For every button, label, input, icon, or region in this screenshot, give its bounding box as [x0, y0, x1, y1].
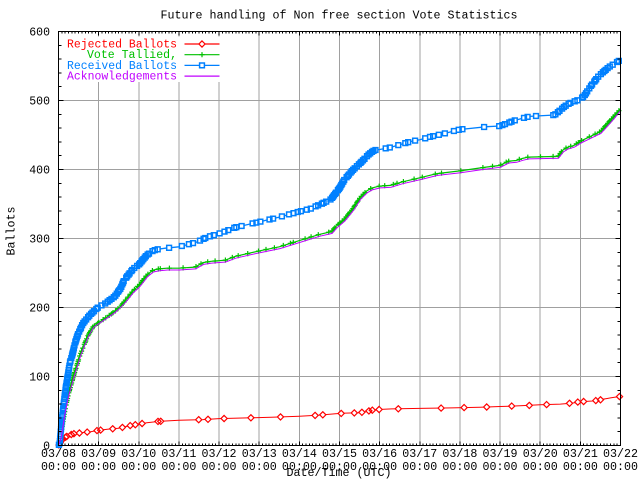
- svg-text:03/09: 03/09: [81, 448, 116, 461]
- svg-text:03/17: 03/17: [402, 448, 437, 461]
- svg-text:300: 300: [29, 234, 50, 247]
- svg-text:00:00: 00:00: [402, 461, 437, 474]
- svg-text:00:00: 00:00: [81, 461, 116, 474]
- svg-text:00:00: 00:00: [563, 461, 598, 474]
- svg-text:Ballots: Ballots: [6, 207, 19, 256]
- svg-text:03/11: 03/11: [161, 448, 196, 461]
- svg-text:00:00: 00:00: [483, 461, 518, 474]
- svg-text:Future handling of Non free se: Future handling of Non free section Vote…: [161, 10, 518, 23]
- svg-text:Received Ballots: Received Ballots: [67, 60, 177, 73]
- svg-text:00:00: 00:00: [41, 461, 76, 474]
- svg-text:00:00: 00:00: [121, 461, 156, 474]
- svg-text:03/14: 03/14: [282, 448, 317, 461]
- svg-text:03/18: 03/18: [442, 448, 477, 461]
- svg-text:03/13: 03/13: [242, 448, 277, 461]
- svg-text:03/20: 03/20: [523, 448, 558, 461]
- svg-text:00:00: 00:00: [442, 461, 477, 474]
- svg-text:100: 100: [29, 372, 50, 385]
- svg-text:03/22: 03/22: [603, 448, 638, 461]
- svg-text:00:00: 00:00: [322, 461, 357, 474]
- svg-text:00:00: 00:00: [242, 461, 277, 474]
- svg-text:600: 600: [29, 27, 50, 40]
- svg-text:03/08: 03/08: [41, 448, 76, 461]
- svg-text:0: 0: [43, 441, 50, 454]
- svg-text:00:00: 00:00: [202, 461, 237, 474]
- svg-text:03/21: 03/21: [563, 448, 598, 461]
- svg-text:Vote Tallied,: Vote Tallied,: [87, 49, 177, 62]
- svg-text:03/10: 03/10: [121, 448, 156, 461]
- svg-text:00:00: 00:00: [282, 461, 317, 474]
- svg-text:00:00: 00:00: [523, 461, 558, 474]
- svg-text:03/16: 03/16: [362, 448, 397, 461]
- svg-text:03/19: 03/19: [483, 448, 518, 461]
- svg-text:200: 200: [29, 303, 50, 316]
- svg-text:500: 500: [29, 96, 50, 109]
- svg-text:00:00: 00:00: [161, 461, 196, 474]
- svg-text:Acknowledgements: Acknowledgements: [67, 71, 177, 84]
- svg-text:Rejected Ballots: Rejected Ballots: [67, 39, 177, 52]
- svg-text:00:00: 00:00: [603, 461, 638, 474]
- svg-text:03/12: 03/12: [202, 448, 237, 461]
- svg-text:00:00: 00:00: [362, 461, 397, 474]
- svg-text:Date/Time (UTC): Date/Time (UTC): [287, 467, 392, 480]
- svg-text:03/15: 03/15: [322, 448, 357, 461]
- svg-text:400: 400: [29, 165, 50, 178]
